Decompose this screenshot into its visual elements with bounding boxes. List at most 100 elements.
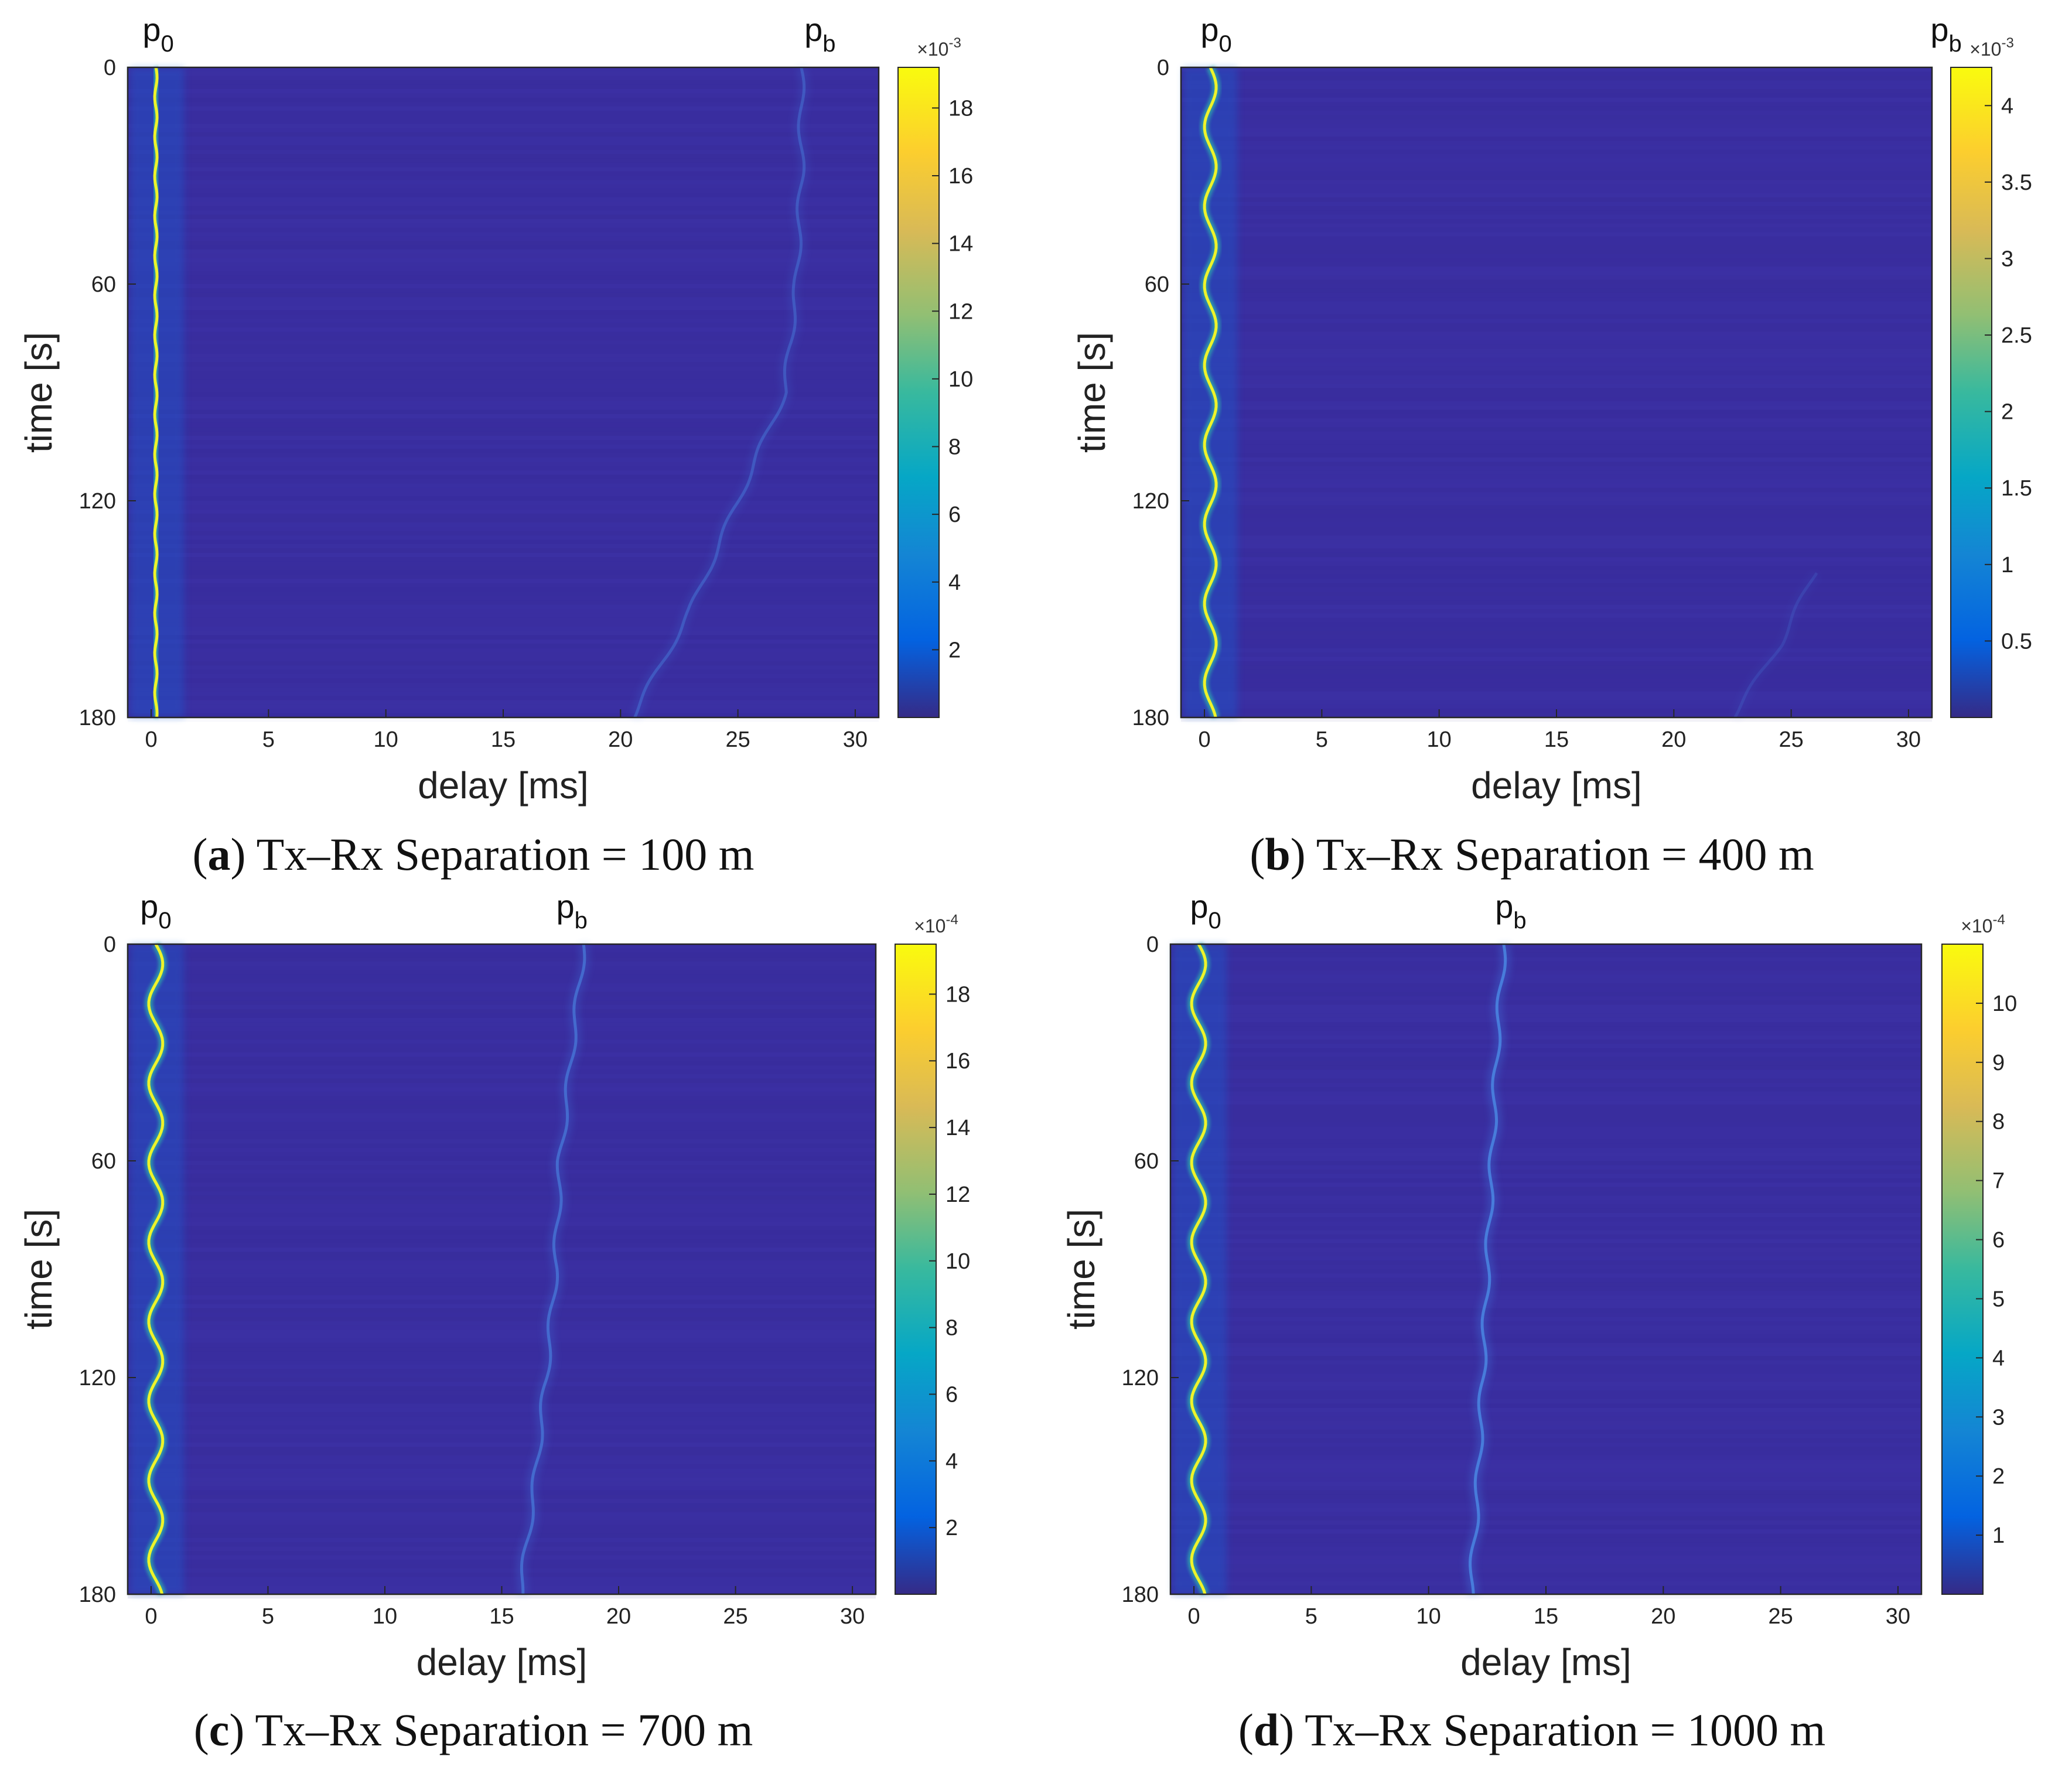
texture-streak xyxy=(1170,952,1921,958)
texture-streak xyxy=(128,1473,876,1477)
texture-streak xyxy=(1170,1212,1921,1218)
texture-streak xyxy=(128,1330,876,1334)
texture-streak xyxy=(128,1039,876,1044)
texture-streak xyxy=(128,1542,876,1547)
texture-streak xyxy=(1181,97,1932,102)
texture-streak xyxy=(128,310,879,315)
texture-streak xyxy=(128,414,879,419)
texture-streak xyxy=(1181,367,1932,371)
panel-caption: (a) Tx–Rx Separation = 100 m xyxy=(193,829,755,880)
texture-streak xyxy=(128,1183,876,1187)
texture-streak xyxy=(128,1321,876,1325)
texture-streak xyxy=(1181,661,1932,666)
colorbar-tick-label: 3 xyxy=(1992,1405,2005,1430)
texture-streak xyxy=(128,1165,876,1169)
caption-close-paren: ) xyxy=(229,1704,255,1755)
texture-streak xyxy=(1170,1031,1921,1035)
texture-streak xyxy=(1170,1373,1921,1378)
texture-streak xyxy=(128,1057,876,1061)
texture-streak xyxy=(128,1352,876,1356)
y-axis-label: time [s] xyxy=(18,1209,60,1330)
texture-streak xyxy=(1170,1308,1921,1313)
texture-streak xyxy=(1170,1027,1921,1031)
texture-streak xyxy=(128,1134,876,1139)
texture-streak xyxy=(1170,1161,1921,1166)
texture-streak xyxy=(128,162,879,168)
texture-streak xyxy=(1170,1299,1921,1304)
texture-streak xyxy=(128,566,879,570)
texture-streak xyxy=(128,241,879,245)
texture-streak xyxy=(1181,535,1932,540)
texture-streak xyxy=(1170,1170,1921,1174)
texture-streak xyxy=(1181,483,1932,488)
texture-streak xyxy=(1170,1334,1921,1338)
texture-streak xyxy=(128,132,879,137)
texture-streak xyxy=(1170,1503,1921,1508)
texture-streak xyxy=(128,97,879,102)
texture-streak xyxy=(1181,111,1932,115)
texture-streak xyxy=(1181,375,1932,380)
texture-streak xyxy=(128,1092,876,1096)
texture-streak xyxy=(1170,1191,1921,1196)
texture-streak xyxy=(1181,449,1932,453)
texture-streak xyxy=(1181,674,1932,679)
colorbar-multiplier: ×10-4 xyxy=(1961,912,2005,937)
texture-streak xyxy=(1181,89,1932,94)
texture-streak xyxy=(1181,288,1932,293)
panel-caption: (d) Tx–Rx Separation = 1000 m xyxy=(1238,1704,1825,1755)
texture-streak xyxy=(128,1148,876,1152)
x-tick-label: 10 xyxy=(1427,727,1452,752)
texture-streak xyxy=(1181,669,1932,674)
texture-streak xyxy=(128,1308,876,1313)
texture-streak xyxy=(1170,1477,1921,1481)
y-tick-label: 120 xyxy=(1132,489,1169,514)
texture-streak xyxy=(1181,314,1932,319)
texture-streak xyxy=(128,1017,876,1023)
colorbar-tick-label: 2 xyxy=(1992,1464,2005,1489)
texture-streak xyxy=(128,340,879,344)
y-tick-label: 60 xyxy=(91,1149,116,1174)
texture-streak xyxy=(128,1277,876,1283)
x-tick-label: 30 xyxy=(1886,1604,1910,1629)
texture-streak xyxy=(1181,184,1932,189)
texture-streak xyxy=(1181,579,1932,583)
texture-streak xyxy=(1170,1455,1921,1460)
texture-streak xyxy=(128,1104,876,1109)
texture-streak xyxy=(128,1525,876,1529)
texture-streak xyxy=(1181,119,1932,124)
texture-streak xyxy=(128,626,879,631)
texture-streak xyxy=(1170,1438,1921,1443)
texture-streak xyxy=(1170,970,1921,974)
texture-streak xyxy=(1181,301,1932,306)
texture-streak xyxy=(1170,1165,1921,1170)
texture-streak xyxy=(1170,1069,1921,1074)
colorbar-tick-label: 6 xyxy=(945,1382,958,1407)
texture-streak xyxy=(128,639,879,644)
path-label-sub: 0 xyxy=(161,31,174,57)
x-axis-label: delay [ms] xyxy=(1471,764,1642,807)
colorbar-tick-label: 7 xyxy=(1992,1169,2005,1194)
texture-streak xyxy=(128,488,879,492)
texture-streak xyxy=(128,422,879,428)
texture-streak xyxy=(1181,237,1932,241)
texture-streak xyxy=(1181,544,1932,549)
texture-streak xyxy=(128,1208,876,1212)
texture-streak xyxy=(1170,1239,1921,1243)
texture-streak xyxy=(128,1065,876,1069)
texture-streak xyxy=(1181,336,1932,341)
texture-streak xyxy=(1170,1473,1921,1477)
texture-streak xyxy=(128,522,879,527)
texture-streak xyxy=(1170,1325,1921,1330)
texture-streak xyxy=(128,1265,876,1269)
bottom-path-line xyxy=(1469,944,1507,1595)
colorbar-tick-label: 5 xyxy=(1992,1287,2005,1311)
texture-streak xyxy=(128,631,879,635)
texture-streak xyxy=(128,1564,876,1568)
x-axis-label: delay [ms] xyxy=(417,1641,588,1683)
texture-streak xyxy=(128,323,879,327)
texture-streak xyxy=(128,1386,876,1391)
texture-streak xyxy=(1181,609,1932,613)
texture-streak xyxy=(1181,604,1932,609)
texture-streak xyxy=(128,1486,876,1490)
texture-streak xyxy=(1170,1130,1921,1134)
